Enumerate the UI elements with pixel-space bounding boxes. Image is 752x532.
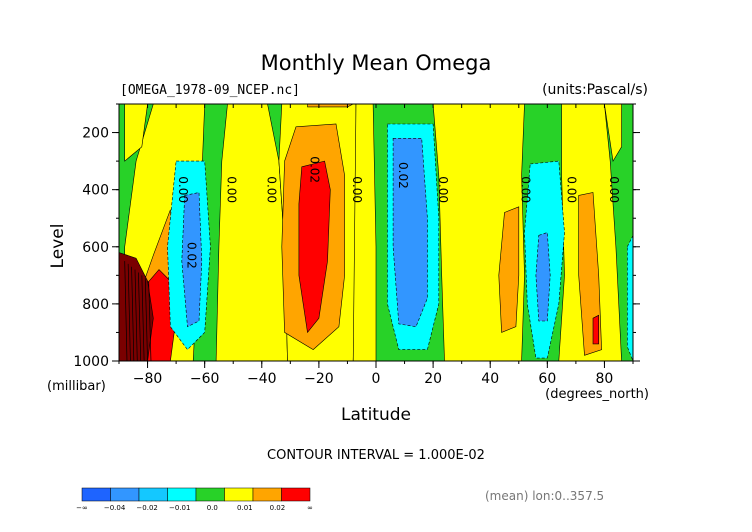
contour-region-blue xyxy=(535,232,551,322)
x-tick-label: 20 xyxy=(424,371,442,387)
contour-region-yellow xyxy=(352,104,377,361)
colorbar-swatch xyxy=(281,487,311,502)
colorbar-label: ∞ xyxy=(307,504,313,512)
colorbar-label: −∞ xyxy=(76,504,88,512)
y-tick-label: 200 xyxy=(82,126,109,142)
contour-line xyxy=(131,266,135,361)
x-axis: −80 −60 −40 −20 0 20 40 60 80 xyxy=(118,104,634,387)
colorbar: −∞ −0.04 −0.02 −0.01 0.0 0.01 0.02 ∞ xyxy=(76,487,313,512)
colorbar-label: 0.01 xyxy=(237,504,253,512)
x-axis-label: Latitude xyxy=(341,405,411,425)
contour-line xyxy=(148,281,152,361)
x-tick-label: 80 xyxy=(596,371,614,387)
mean-note: (mean) lon:0..357.5 xyxy=(485,489,604,503)
contour-label: 0.00 xyxy=(607,176,621,203)
colorbar-label: 0.0 xyxy=(207,504,218,512)
x-tick-label: −80 xyxy=(133,371,163,387)
y-tick-label: 800 xyxy=(82,297,109,313)
colorbar-swatch xyxy=(167,487,197,502)
contour-label: 0.00 xyxy=(436,176,450,203)
contour-region-yellow xyxy=(124,104,148,162)
contour-region-orange xyxy=(578,192,602,356)
contour-label: 0.02 xyxy=(396,162,410,189)
colorbar-label: 0.02 xyxy=(270,504,286,512)
colorbar-label: −0.02 xyxy=(136,504,157,512)
contour-line xyxy=(138,272,142,361)
y-tick-label: 400 xyxy=(82,183,109,199)
chart-title: Monthly Mean Omega xyxy=(261,51,492,75)
contour-label: 0.00 xyxy=(350,176,364,203)
contour-line xyxy=(141,275,145,361)
x-tick-label: 40 xyxy=(481,371,499,387)
contour-labels: 0.00 0.02 0.00 0.00 0.02 0.00 0.02 0.00 0.00 0.00… xyxy=(176,156,621,268)
contour-line xyxy=(134,269,138,361)
contour-line xyxy=(144,278,148,361)
x-tick-label: −40 xyxy=(247,371,277,387)
units-label: (units:Pascal/s) xyxy=(542,82,648,98)
colorbar-swatch xyxy=(195,487,225,502)
x-tick-label: −20 xyxy=(304,371,334,387)
y-axis-label: Level xyxy=(48,224,68,269)
contour-label: 0.02 xyxy=(185,242,199,269)
colorbar-label: −0.01 xyxy=(169,504,190,512)
colorbar-swatch xyxy=(110,487,140,502)
colorbar-swatch xyxy=(138,487,168,502)
y-tick-label: 600 xyxy=(82,240,109,256)
y-axis-units: (millibar) xyxy=(47,379,106,394)
x-tick-label: −60 xyxy=(190,371,220,387)
contour-line xyxy=(124,261,128,361)
colorbar-label: −0.04 xyxy=(104,504,126,512)
contour-fills xyxy=(119,104,633,361)
contour-label: 0.00 xyxy=(176,176,190,203)
x-axis-units: (degrees_north) xyxy=(545,387,649,402)
contour-region-red xyxy=(298,160,331,334)
contour-region-cyan xyxy=(626,235,633,361)
contour-line xyxy=(127,263,131,361)
x-tick-label: 0 xyxy=(372,371,381,387)
contour-region-red xyxy=(592,314,600,345)
file-label: [OMEGA_1978-09_NCEP.nc] xyxy=(120,83,300,98)
contour-region-yellow xyxy=(215,104,288,361)
contour-label: 0.00 xyxy=(225,176,239,203)
y-tick-label: 1000 xyxy=(73,354,109,370)
colorbar-swatch xyxy=(81,487,111,502)
contour-label: 0.00 xyxy=(519,176,533,203)
contour-label: 0.00 xyxy=(264,176,278,203)
contour-region-yellow xyxy=(604,104,622,162)
colorbar-swatch xyxy=(252,487,282,502)
colorbar-swatch xyxy=(224,487,254,502)
contour-region-orange xyxy=(498,206,520,333)
contour-region-blue xyxy=(181,192,203,328)
x-tick-label: 60 xyxy=(538,371,556,387)
contour-label: 0.00 xyxy=(564,176,578,203)
y-axis: 200 400 600 800 1000 xyxy=(73,103,640,370)
contour-interval-text: CONTOUR INTERVAL = 1.000E-02 xyxy=(267,448,485,463)
contour-label: 0.02 xyxy=(307,156,321,183)
contour-region-blue xyxy=(392,138,428,328)
